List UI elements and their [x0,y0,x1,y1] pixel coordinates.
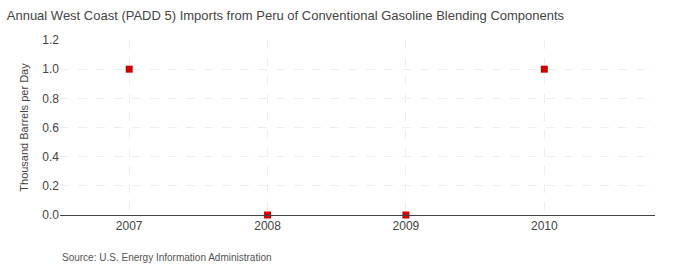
svg-text:1.2: 1.2 [42,33,59,47]
svg-text:2008: 2008 [254,219,281,233]
svg-text:Source: U.S. Energy Informatio: Source: U.S. Energy Information Administ… [62,252,272,263]
svg-text:0.0: 0.0 [42,208,59,222]
svg-text:Annual West Coast (PADD 5) Imp: Annual West Coast (PADD 5) Imports from … [7,8,565,23]
svg-text:2007: 2007 [116,219,143,233]
svg-text:0.8: 0.8 [42,92,59,106]
svg-text:1.0: 1.0 [42,62,59,76]
svg-text:0.6: 0.6 [42,121,59,135]
svg-text:2009: 2009 [393,219,420,233]
svg-text:0.2: 0.2 [42,179,59,193]
svg-text:2010: 2010 [531,219,558,233]
svg-text:0.4: 0.4 [42,150,59,164]
svg-text:Thousand Barrels per Day: Thousand Barrels per Day [18,63,30,192]
